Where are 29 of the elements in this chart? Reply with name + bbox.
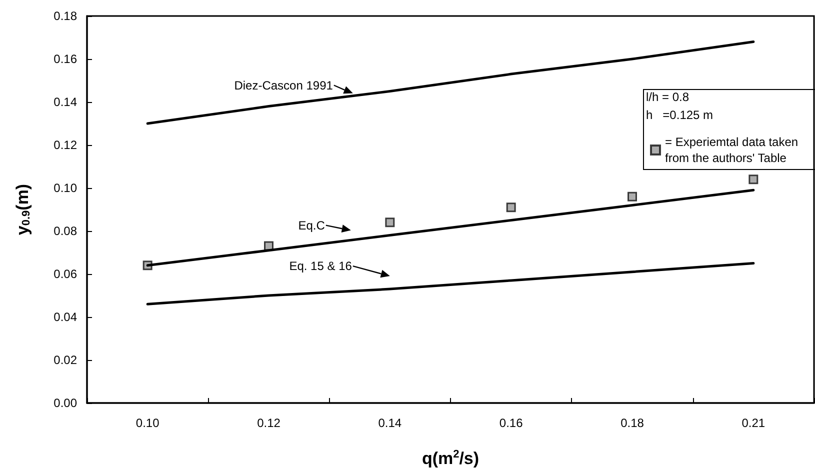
annotation: l/h = 0.8: [646, 90, 690, 104]
x-tick-label: 0.16: [499, 416, 524, 430]
annotation: Diez-Cascon 1991: [234, 78, 334, 92]
x-tick-label: 0.21: [742, 416, 766, 430]
legend-label: = Experiemtal data taken from the authors' Table: [665, 135, 802, 165]
y-tick-label: 0.16: [54, 52, 78, 66]
y-tick-label: 0.06: [54, 267, 78, 281]
line-series: [146, 40, 755, 125]
y-tick-label: 0.08: [54, 224, 78, 238]
y-tick-label: 0.12: [54, 138, 78, 152]
annotation: h =0.125 m: [646, 108, 714, 122]
point: [385, 218, 395, 228]
x-tick-label: 0.18: [620, 416, 644, 430]
annotation: Eq.C: [298, 218, 326, 232]
point: [748, 174, 758, 184]
y-tick-label: 0.18: [54, 9, 78, 23]
y-tick-label: 0.00: [54, 396, 78, 410]
y-tick-label: 0.10: [54, 181, 78, 195]
annotation: Eq. 15 & 16: [289, 259, 352, 274]
x-tick-label: 0.12: [257, 416, 281, 430]
y-tick-label: 0.02: [54, 353, 78, 367]
x-tick-label: 0.10: [136, 416, 160, 430]
point: [506, 202, 516, 212]
y-axis-title: y0.9(m): [13, 184, 32, 236]
y-tick-label: 0.14: [54, 95, 78, 109]
line-series: [146, 262, 755, 306]
y-tick-label: 0.04: [54, 310, 78, 324]
x-tick-label: 0.14: [378, 416, 402, 430]
point: [628, 192, 637, 202]
